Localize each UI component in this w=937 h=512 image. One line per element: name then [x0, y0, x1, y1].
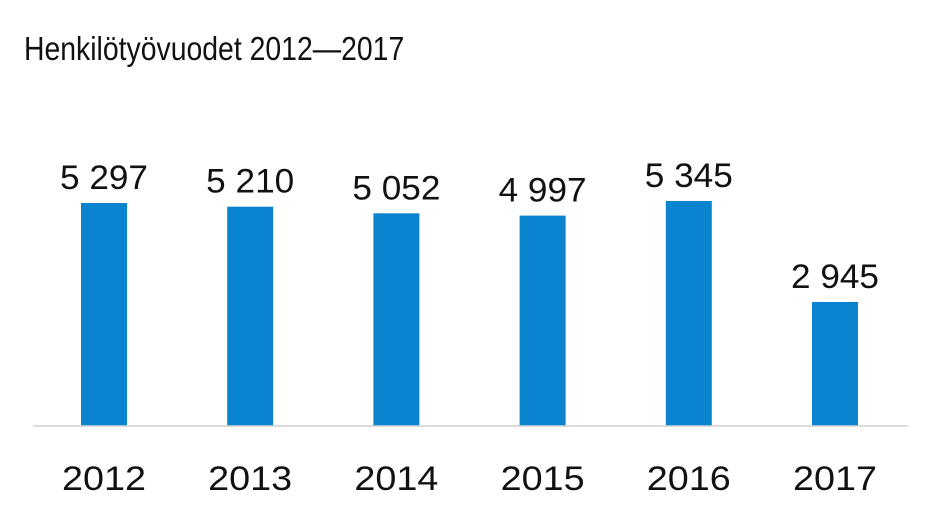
bar-2017 — [812, 302, 858, 426]
value-labels-group: 5 297 5 210 5 052 4 997 5 345 2 945 — [60, 157, 879, 296]
x-tick-label-2014: 2014 — [354, 460, 438, 498]
x-tick-label-2013: 2013 — [208, 460, 292, 498]
data-label-2013: 5 210 — [206, 163, 294, 201]
x-tick-label-2017: 2017 — [793, 460, 877, 498]
bar-2013 — [227, 206, 274, 426]
x-tick-label-2016: 2016 — [647, 460, 731, 498]
bar-2016 — [665, 201, 712, 426]
x-tick-label-2012: 2012 — [62, 460, 146, 498]
data-label-2015: 4 997 — [499, 172, 587, 210]
bar-2012 — [81, 203, 127, 426]
data-label-2016: 5 345 — [645, 157, 733, 195]
data-label-2012: 5 297 — [60, 159, 148, 197]
bar-2014 — [373, 213, 420, 426]
bars-group — [81, 201, 858, 426]
data-label-2014: 5 052 — [352, 169, 440, 207]
tick-labels-group: 2012 2013 2014 2015 2016 2017 — [62, 460, 877, 498]
chart-title: Henkilötyövuodet 2012—2017 — [24, 30, 405, 67]
x-tick-label-2015: 2015 — [501, 460, 585, 498]
data-label-2017: 2 945 — [791, 258, 879, 296]
bar-2015 — [519, 215, 566, 426]
